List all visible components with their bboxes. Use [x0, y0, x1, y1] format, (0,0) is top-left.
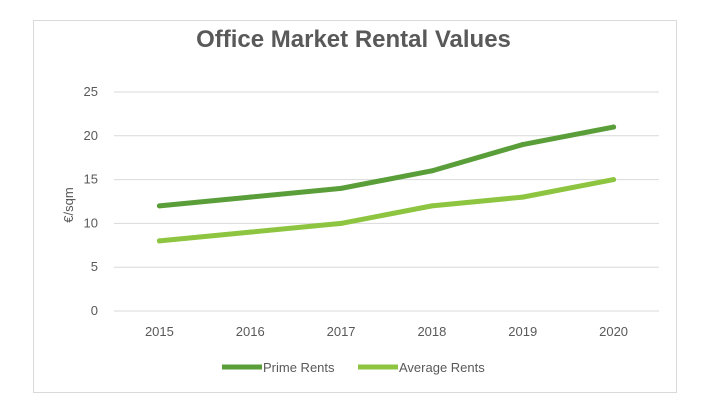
- chart-frame: [33, 20, 677, 393]
- data-point: [611, 124, 617, 130]
- series-line-average-rents: [156, 177, 617, 244]
- y-tick-label: 0: [91, 303, 98, 318]
- y-tick-label: 10: [84, 215, 98, 230]
- legend-item: Prime Rents: [222, 360, 335, 375]
- data-point: [247, 194, 253, 200]
- x-tick-label: 2015: [145, 324, 174, 339]
- data-point: [156, 238, 162, 244]
- x-tick-label: 2017: [327, 324, 356, 339]
- data-point: [520, 194, 526, 200]
- y-tick-label: 15: [84, 172, 98, 187]
- legend-item: Average Rents: [358, 360, 485, 375]
- chart-title: Office Market Rental Values: [196, 26, 511, 53]
- y-tick-label: 5: [91, 259, 98, 274]
- y-axis-title: €/sqm: [61, 187, 76, 222]
- x-tick-label: 2019: [508, 324, 537, 339]
- x-tick-label: 2016: [236, 324, 265, 339]
- data-point: [520, 142, 526, 148]
- data-point: [338, 185, 344, 191]
- data-point: [247, 229, 253, 235]
- x-tick-label: 2018: [417, 324, 446, 339]
- series-line-prime-rents: [156, 124, 617, 209]
- data-point: [429, 168, 435, 174]
- data-point: [429, 203, 435, 209]
- data-point: [611, 177, 617, 183]
- legend-label: Average Rents: [399, 360, 485, 375]
- y-tick-label: 25: [84, 84, 98, 99]
- data-point: [338, 220, 344, 226]
- legend-label: Prime Rents: [263, 360, 335, 375]
- x-tick-label: 2020: [599, 324, 628, 339]
- y-tick-label: 20: [84, 128, 98, 143]
- data-point: [156, 203, 162, 209]
